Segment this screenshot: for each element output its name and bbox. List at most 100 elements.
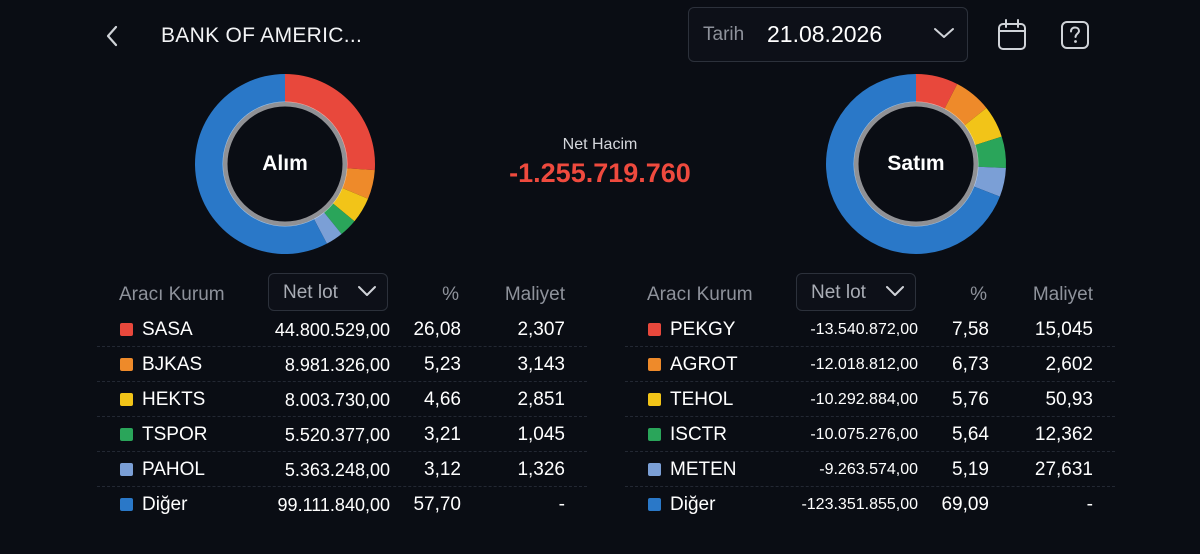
cost: 27,631 [1034, 459, 1093, 480]
cost: 2,851 [517, 389, 565, 410]
percent: 3,21 [424, 424, 461, 445]
table-row[interactable]: ISCTR -10.075.276,00 5,64 12,362 [625, 417, 1115, 452]
buy-center [228, 107, 342, 221]
net-lot: 99.111.840,00 [277, 495, 390, 515]
buy-slice-4 [323, 203, 355, 234]
sell-slice-6 [826, 74, 1000, 255]
netlot-dropdown[interactable]: Net lot [796, 273, 916, 311]
net-lot: 44.800.529,00 [274, 320, 390, 340]
color-swatch [648, 323, 661, 336]
chevron-down-icon [933, 26, 955, 45]
net-lot: 5.520.377,00 [284, 425, 390, 445]
sell-inner-ring [853, 101, 979, 227]
header-cost: Maliyet [1032, 284, 1093, 305]
net-lot: -123.351.855,00 [801, 496, 918, 513]
buy-chart-label: Alım [262, 152, 308, 175]
back-button[interactable] [98, 20, 126, 52]
date-label: Tarih [703, 24, 745, 45]
table-row[interactable]: AGROT -12.018.812,00 6,73 2,602 [625, 347, 1115, 382]
symbol: HEKTS [142, 389, 206, 410]
table-row[interactable]: BJKAS 8.981.326,00 5,23 3,143 [97, 347, 587, 382]
color-swatch [120, 358, 133, 371]
sell-donut-chart: Satım [825, 73, 1007, 255]
percent: 26,08 [413, 319, 461, 340]
sell-slice-5 [973, 166, 1006, 197]
color-swatch [648, 463, 661, 476]
cost: - [558, 494, 565, 515]
header-percent: % [970, 284, 987, 305]
cost: 12,362 [1034, 424, 1093, 445]
symbol: PEKGY [670, 319, 736, 340]
net-volume-title: Net Hacim [562, 136, 638, 153]
net-lot: -12.018.812,00 [810, 356, 918, 373]
header-broker: Aracı Kurum [647, 284, 753, 305]
chevron-down-icon [357, 284, 377, 302]
buy-slice-6 [195, 74, 327, 254]
percent: 7,58 [952, 319, 989, 340]
table-row[interactable]: METEN -9.263.574,00 5,19 27,631 [625, 452, 1115, 487]
table-row[interactable]: PEKGY -13.540.872,00 7,58 15,045 [625, 312, 1115, 347]
percent: 57,70 [413, 494, 461, 515]
date-selector[interactable]: Tarih 21.08.2026 [688, 7, 968, 62]
help-button[interactable] [1058, 18, 1092, 52]
sell-slice-3 [964, 107, 1002, 146]
buy-table: Aracı Kurum Net lot % Maliyet SASA 44.800… [97, 272, 587, 522]
page-title: BANK OF AMERIC... [161, 24, 363, 47]
sell-slice-2 [944, 84, 987, 126]
percent: 5,23 [424, 354, 461, 375]
symbol: ISCTR [670, 424, 727, 445]
cost: 3,143 [517, 354, 565, 375]
chevron-down-icon [885, 284, 905, 302]
symbol: Diğer [670, 494, 716, 515]
sell-center [859, 107, 973, 221]
net-lot: -10.075.276,00 [810, 426, 918, 443]
symbol: Diğer [142, 494, 188, 515]
percent: 3,12 [424, 459, 461, 480]
color-swatch [648, 428, 661, 441]
symbol: AGROT [670, 354, 738, 375]
table-row[interactable]: SASA 44.800.529,00 26,08 2,307 [97, 312, 587, 347]
header-cost: Maliyet [504, 284, 565, 305]
calendar-icon [998, 19, 1026, 50]
sell-chart-label: Satım [887, 152, 945, 175]
table-row[interactable]: TSPOR 5.520.377,00 3,21 1,045 [97, 417, 587, 452]
net-volume-value: -1.255.719.760 [509, 158, 691, 188]
symbol: BJKAS [142, 354, 203, 375]
calendar-button[interactable] [995, 18, 1029, 52]
color-swatch [120, 498, 133, 511]
cost: 2,602 [1045, 354, 1093, 375]
buy-rows: SASA 44.800.529,00 26,08 2,307 BJKAS 8.981.3… [97, 312, 587, 522]
percent: 5,64 [952, 424, 989, 445]
header-percent: % [442, 284, 459, 305]
table-row[interactable]: TEHOL -10.292.884,00 5,76 50,93 [625, 382, 1115, 417]
sell-slice-4 [975, 136, 1006, 169]
netlot-dropdown[interactable]: Net lot [268, 273, 388, 311]
net-lot: 8.003.730,00 [284, 390, 390, 410]
net-lot: 8.981.326,00 [284, 355, 390, 375]
symbol: TEHOL [670, 389, 734, 410]
symbol: TSPOR [142, 424, 208, 445]
netlot-label: Net lot [811, 282, 866, 303]
table-row[interactable]: PAHOL 5.363.248,00 3,12 1,326 [97, 452, 587, 487]
symbol: METEN [670, 459, 737, 480]
table-row[interactable]: Diğer 99.111.840,00 57,70 - [97, 487, 587, 522]
sell-table-header: Aracı Kurum Net lot % Maliyet [625, 272, 1115, 312]
net-lot: 5.363.248,00 [284, 460, 390, 480]
netlot-label: Net lot [283, 282, 338, 303]
buy-inner-ring [222, 101, 348, 227]
cost: 50,93 [1045, 389, 1093, 410]
cost: 2,307 [517, 319, 565, 340]
cost: 1,326 [517, 459, 565, 480]
table-row[interactable]: Diğer -123.351.855,00 69,09 - [625, 487, 1115, 522]
symbol: SASA [142, 319, 193, 340]
table-row[interactable]: HEKTS 8.003.730,00 4,66 2,851 [97, 382, 587, 417]
net-lot: -13.540.872,00 [810, 321, 918, 338]
color-swatch [648, 393, 661, 406]
sell-slice-1 [916, 74, 958, 109]
sell-rows: PEKGY -13.540.872,00 7,58 15,045 AGROT -12.0… [625, 312, 1115, 522]
cost: 1,045 [517, 424, 565, 445]
date-value: 21.08.2026 [767, 21, 883, 47]
color-swatch [120, 393, 133, 406]
percent: 6,73 [952, 354, 989, 375]
help-icon [1061, 21, 1089, 49]
